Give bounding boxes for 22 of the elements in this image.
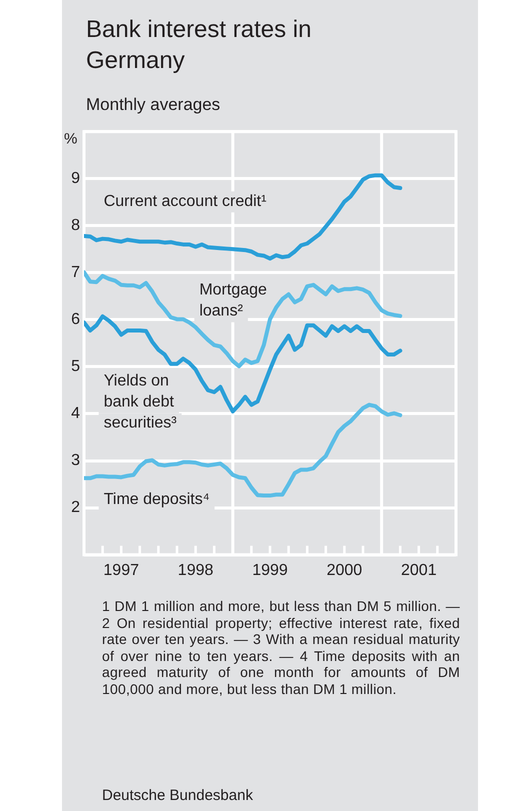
y-tick-label: 5 <box>71 358 80 376</box>
y-tick-label: 6 <box>71 311 80 328</box>
x-tick-label: 1997 <box>103 562 140 579</box>
x-tick-label: 1998 <box>178 562 214 579</box>
x-tick-label: 2001 <box>401 562 437 579</box>
x-tick-label: 2000 <box>326 562 362 579</box>
y-tick-label: 4 <box>71 405 80 422</box>
y-tick-label: 2 <box>71 499 80 516</box>
y-tick-label: 7 <box>71 264 80 282</box>
text: Deutsche Bundesbank <box>102 787 253 804</box>
text: 1 DM 1 million and more, but less than DM 5 million. — 2 On residential property; effective interest rate, fixed rate over ten years. — 3 With a mean residual maturity of over nine to ten years. — 4 Time deposits with an agreed maturity of one month for amounts of DM 100,000 and more, but less than DM 1 million. <box>102 598 460 697</box>
chart-subtitle: Monthly averages <box>86 95 220 115</box>
series-label: Time deposits⁴ <box>104 491 210 508</box>
chart-title: Bank interest rates in Germany <box>86 15 312 76</box>
x-tick-label: 1999 <box>252 562 288 579</box>
y-axis-title: % <box>64 130 78 148</box>
y-tick-label: 8 <box>71 217 80 234</box>
y-tick-label: 3 <box>71 452 80 470</box>
series-label: Yields on bank debt securities³ <box>104 372 178 432</box>
series-label: Mortgage loans² <box>199 282 268 320</box>
y-tick-label: 9 <box>71 170 80 188</box>
series-label: Current account credit¹ <box>104 192 266 210</box>
